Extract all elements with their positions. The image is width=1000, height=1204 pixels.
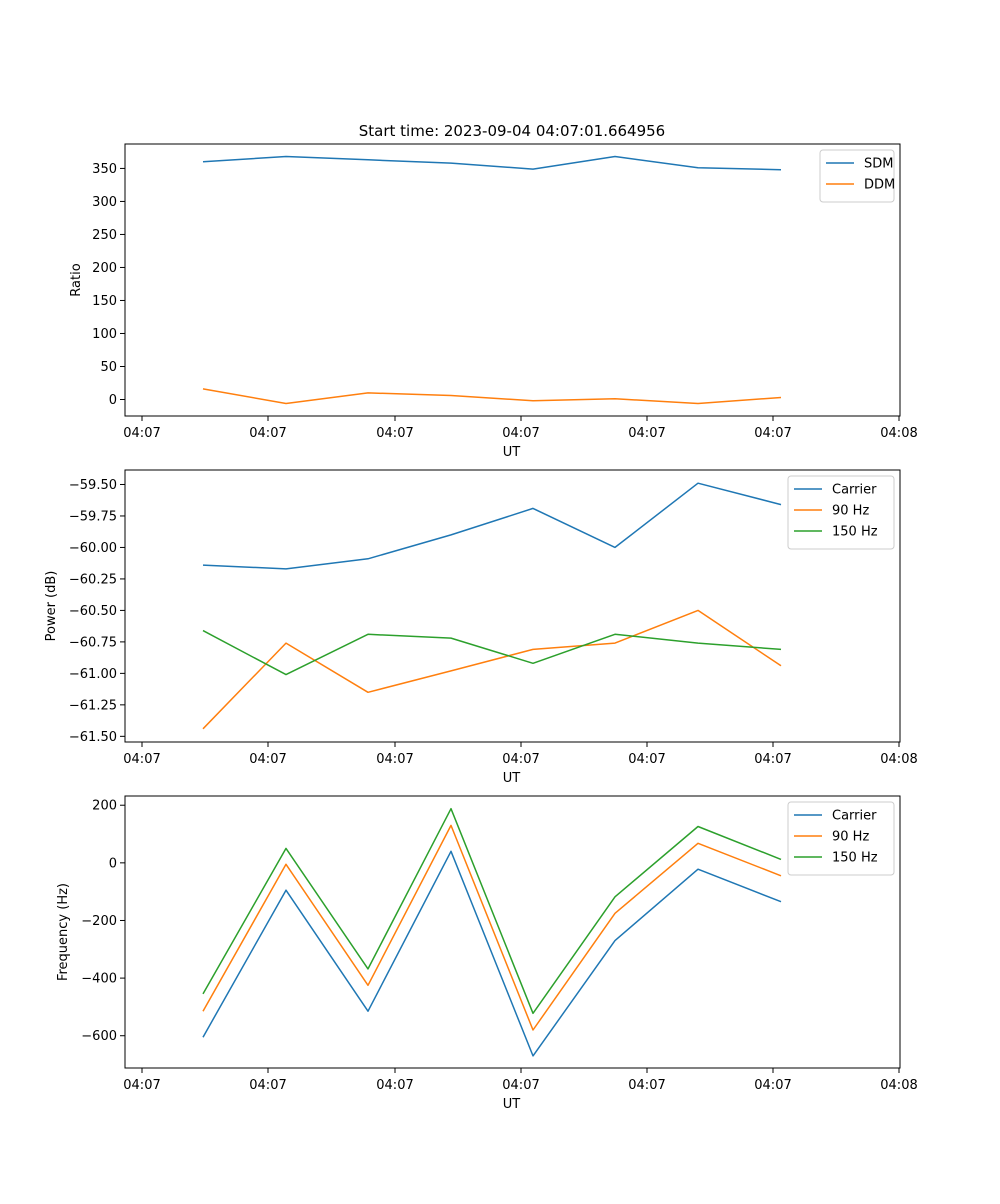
frequency-x-tick-label: 04:07	[502, 1078, 539, 1093]
ratio-y-tick-label: 250	[92, 228, 117, 243]
ratio-legend: SDM DDM	[820, 150, 895, 202]
figure-title: Start time: 2023-09-04 04:07:01.664956	[359, 122, 665, 140]
power-x-tick-label: 04:07	[628, 752, 665, 767]
power-legend: Carrier 90 Hz 150 Hz	[788, 476, 894, 549]
frequency-y-tick-label: −400	[81, 972, 117, 987]
ratio-legend-label: SDM	[864, 157, 893, 172]
power-x-tick-label: 04:07	[754, 752, 791, 767]
frequency-legend-label: 150 Hz	[832, 851, 878, 866]
frequency-x-tick-label: 04:07	[754, 1078, 791, 1093]
power-y-tick-label: −60.25	[69, 572, 117, 587]
frequency-y-axis-label: Frequency (Hz)	[56, 883, 71, 981]
frequency-y-tick-label: −600	[81, 1029, 117, 1044]
power-x-tick-label: 04:08	[880, 752, 917, 767]
power-x-tick-label: 04:07	[502, 752, 539, 767]
frequency-x-axis-label: UT	[503, 1097, 521, 1112]
frequency-x-tick-label: 04:07	[628, 1078, 665, 1093]
frequency-y-tick-label: −200	[81, 914, 117, 929]
power-y-tick-label: −61.50	[69, 730, 117, 745]
power-y-tick-label: −61.00	[69, 667, 117, 682]
ratio-y-tick-label: 0	[109, 393, 117, 408]
power-y-tick-label: −60.50	[69, 604, 117, 619]
power-y-tick-label: −60.75	[69, 635, 117, 650]
power-x-axis-label: UT	[503, 771, 521, 786]
power-legend-label: 90 Hz	[832, 504, 869, 519]
ratio-x-tick-label: 04:08	[880, 426, 917, 441]
ratio-x-axis-label: UT	[503, 445, 521, 460]
frequency-legend: Carrier 90 Hz 150 Hz	[788, 802, 894, 875]
power-y-tick-label: −61.25	[69, 698, 117, 713]
power-legend-label: 150 Hz	[832, 525, 878, 540]
ratio-x-tick-label: 04:07	[754, 426, 791, 441]
frequency-x-tick-label: 04:08	[880, 1078, 917, 1093]
power-y-tick-label: −59.75	[69, 509, 117, 524]
frequency-y-tick-label: 0	[109, 856, 117, 871]
power-x-tick-label: 04:07	[249, 752, 286, 767]
ratio-x-tick-label: 04:07	[502, 426, 539, 441]
power-y-axis-label: Power (dB)	[44, 571, 59, 642]
ratio-x-tick-label: 04:07	[376, 426, 413, 441]
ratio-y-tick-label: 150	[92, 294, 117, 309]
power-legend-label: Carrier	[832, 483, 877, 498]
ratio-y-tick-label: 350	[92, 162, 117, 177]
frequency-legend-label: Carrier	[832, 809, 877, 824]
ratio-y-tick-label: 100	[92, 327, 117, 342]
frequency-x-tick-label: 04:07	[123, 1078, 160, 1093]
ratio-y-tick-label: 50	[100, 360, 117, 375]
ratio-x-tick-label: 04:07	[123, 426, 160, 441]
power-y-tick-label: −59.50	[69, 478, 117, 493]
frequency-x-tick-label: 04:07	[376, 1078, 413, 1093]
frequency-y-tick-label: 200	[92, 799, 117, 814]
ratio-x-tick-label: 04:07	[628, 426, 665, 441]
power-x-tick-label: 04:07	[123, 752, 160, 767]
frequency-legend-label: 90 Hz	[832, 830, 869, 845]
ratio-y-tick-label: 200	[92, 261, 117, 276]
power-y-tick-label: −60.00	[69, 541, 117, 556]
power-x-tick-label: 04:07	[376, 752, 413, 767]
ratio-legend-label: DDM	[864, 178, 895, 193]
ratio-y-tick-label: 300	[92, 195, 117, 210]
frequency-x-tick-label: 04:07	[249, 1078, 286, 1093]
ratio-x-tick-label: 04:07	[249, 426, 286, 441]
ratio-y-axis-label: Ratio	[69, 263, 84, 296]
